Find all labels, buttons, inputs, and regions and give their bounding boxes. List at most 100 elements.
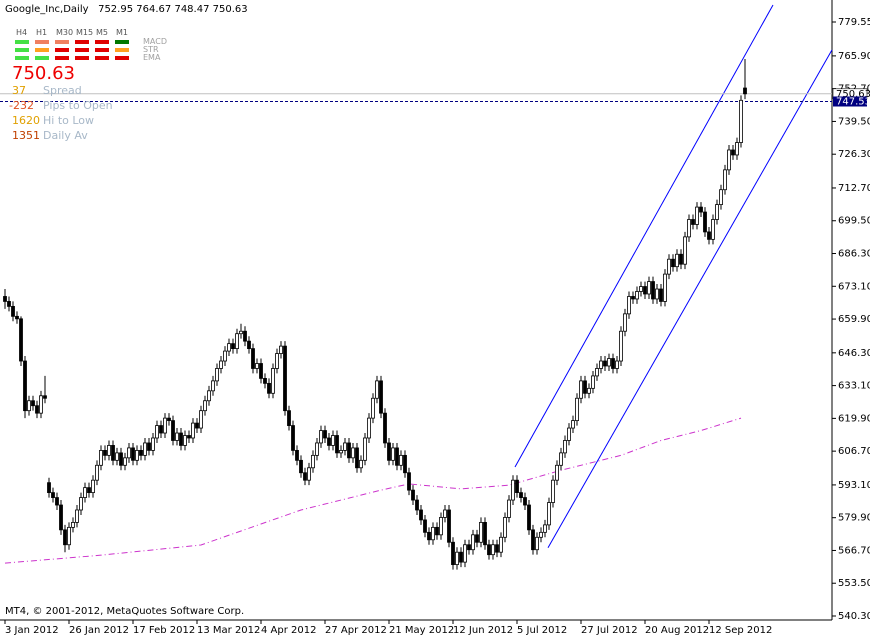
signal-cell (55, 48, 69, 52)
signal-cell (35, 56, 49, 60)
candle-body (271, 368, 275, 394)
candle-body (159, 425, 163, 434)
candle-body (283, 345, 287, 412)
candle-body (347, 442, 351, 459)
candle-body (535, 536, 539, 551)
candle-body (15, 315, 19, 320)
candle-body (55, 497, 59, 506)
y-tick-label: 579.90 (838, 513, 870, 524)
candle-body (71, 522, 75, 528)
candle-body (447, 509, 451, 543)
candle-body (727, 149, 731, 171)
candle-body (531, 529, 535, 551)
channel-line (514, 4, 774, 468)
candle-body (547, 502, 551, 526)
candle-body (343, 442, 347, 451)
candle-body (43, 395, 47, 399)
signal-cell (95, 48, 109, 52)
candle-body (375, 380, 379, 399)
x-tick-label: 12 Sep 2012 (709, 625, 772, 636)
x-tick-label: 26 Jan 2012 (69, 625, 129, 636)
candle-body (47, 482, 51, 494)
candle-body (31, 400, 35, 407)
stat-label: Hi to Low (43, 114, 95, 127)
candle-body (287, 410, 291, 426)
candle-body (707, 231, 711, 240)
candle-body (279, 345, 283, 354)
candle-body (59, 504, 63, 531)
candle-body (579, 380, 583, 399)
candle-body (191, 422, 195, 439)
channel-line (547, 49, 833, 548)
candle-body (615, 360, 619, 369)
candle-body (107, 445, 111, 456)
candle-body (183, 435, 187, 446)
timeframe-label: M15 (76, 28, 94, 37)
timeframe-label: M5 (96, 28, 108, 37)
indicator-label: MACD (143, 37, 167, 46)
candle-body (451, 541, 455, 566)
candle-body (495, 544, 499, 553)
y-tick-label: 593.10 (838, 480, 870, 491)
candle-body (23, 360, 27, 412)
y-tick-label: 606.70 (838, 446, 870, 457)
candle-body (179, 432, 183, 446)
candle-body (379, 380, 383, 414)
candle-body (395, 447, 399, 466)
candle-body (479, 522, 483, 543)
candle-body (583, 380, 587, 394)
candle-body (67, 526, 71, 546)
signal-cell (75, 40, 89, 44)
candle-body (659, 288, 663, 302)
signal-cell (35, 40, 49, 44)
candle-body (299, 459, 303, 474)
candle-body (383, 412, 387, 444)
y-tick-label: 633.10 (838, 381, 870, 392)
candle-body (255, 363, 259, 369)
candle-body (251, 348, 255, 369)
stat-label: Spread (43, 84, 82, 97)
candle-body (207, 390, 211, 402)
candle-body (123, 457, 127, 466)
y-tick-label: 699.50 (838, 216, 870, 227)
candle-body (7, 301, 11, 307)
y-tick-label: 566.70 (838, 545, 870, 556)
candle-body (19, 318, 23, 362)
signal-cell (115, 40, 129, 44)
candle-body (131, 447, 135, 461)
x-tick-label: 27 Apr 2012 (325, 625, 387, 636)
y-tick-label: 540.30 (838, 611, 870, 622)
candle-body (575, 397, 579, 422)
candle-body (455, 551, 459, 566)
candle-body (331, 435, 335, 446)
candle-body (75, 509, 79, 523)
symbol: Google_Inc,Daily (5, 4, 89, 15)
candle-body (471, 534, 475, 551)
candle-body (175, 432, 179, 441)
candle-body (511, 479, 515, 501)
candle-body (371, 397, 375, 419)
candle-body (515, 479, 519, 494)
candle-body (635, 291, 639, 300)
ask-tag (833, 96, 867, 107)
candle-body (399, 454, 403, 466)
candle-body (327, 437, 331, 446)
candle-body (571, 420, 575, 429)
candle-body (359, 459, 363, 469)
candle-body (503, 517, 507, 538)
signal-cell (95, 40, 109, 44)
x-tick-label: 21 May 2012 (389, 625, 454, 636)
candle-body (711, 219, 715, 240)
candle-body (643, 286, 647, 295)
candle-body (39, 395, 43, 414)
candle-body (235, 333, 239, 350)
candle-body (259, 363, 263, 379)
x-tick-label: 13 Mar 2012 (197, 625, 260, 636)
candle-body (391, 447, 395, 461)
stat-value: 1620 (12, 114, 40, 127)
candle-body (227, 343, 231, 352)
candle-body (335, 435, 339, 454)
signal-cell (55, 56, 69, 60)
